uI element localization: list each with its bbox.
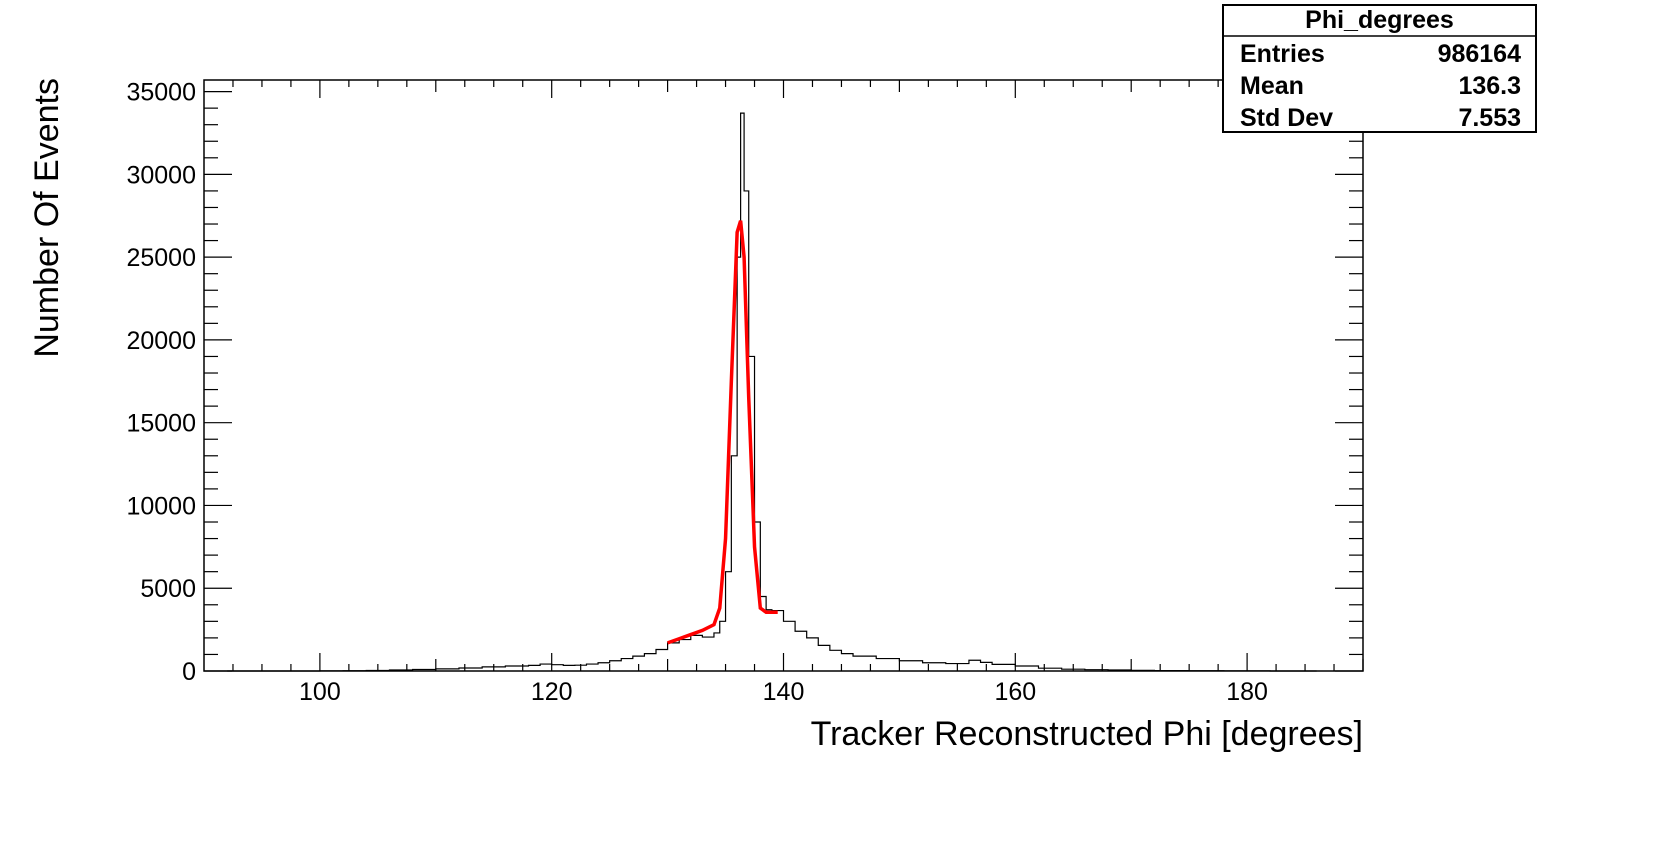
stats-mean-label: Mean [1240, 72, 1304, 100]
y-tick-label: 15000 [126, 410, 196, 438]
stats-stddev-label: Std Dev [1240, 104, 1333, 132]
x-tick-label: 180 [1226, 678, 1268, 706]
y-tick-label: 30000 [126, 161, 196, 189]
x-axis-title: Tracker Reconstructed Phi [degrees] [811, 715, 1363, 753]
x-tick-label: 120 [531, 678, 573, 706]
stats-box-title: Phi_degrees [1305, 6, 1454, 34]
x-tick-label: 140 [763, 678, 805, 706]
y-tick-label: 25000 [126, 244, 196, 272]
x-tick-label: 160 [994, 678, 1036, 706]
y-tick-label: 35000 [126, 79, 196, 107]
axis-tick-labels: 100 120 140 160 180 0 5000 10000 15000 20000 25000… [126, 79, 1267, 706]
x-tick-label: 100 [299, 678, 341, 706]
y-axis-title: Number Of Events [28, 78, 66, 358]
y-tick-label: 20000 [126, 327, 196, 355]
histogram-line [227, 112, 1317, 672]
y-tick-label: 10000 [126, 492, 196, 520]
axis-ticks [204, 80, 1364, 672]
y-tick-label: 5000 [140, 575, 196, 603]
stats-box-frame [1222, 4, 1537, 133]
fit-curve [667, 220, 778, 645]
stats-stddev-value: 7.553 [1458, 104, 1521, 132]
stats-box: Phi_degrees Entries 986164 Mean 136.3 St… [1222, 4, 1537, 133]
y-tick-label: 0 [182, 658, 196, 686]
stats-mean-value: 136.3 [1458, 72, 1521, 100]
stats-entries-label: Entries [1240, 40, 1325, 68]
plot-frame [203, 79, 1364, 672]
stats-entries-value: 986164 [1438, 40, 1522, 68]
